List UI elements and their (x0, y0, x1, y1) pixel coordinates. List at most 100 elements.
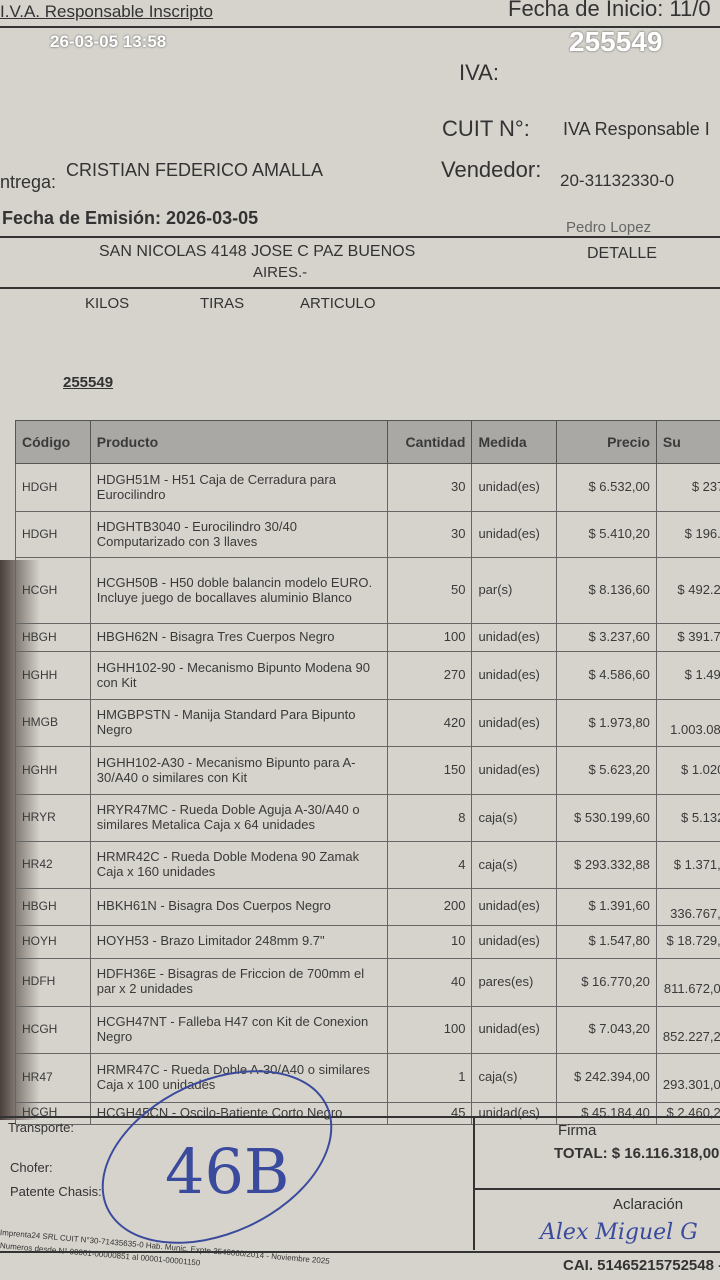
cell-cantidad: 420 (386, 699, 473, 747)
table-row: HDGH HDGHTB3040 - Eurocilindro 30/40 Comp… (15, 511, 720, 558)
cell-codigo: HDGH (15, 511, 91, 558)
patente-label: Patente Chasis: (10, 1184, 102, 1199)
table-header: Código Producto Cantidad Medida Precio S… (15, 420, 720, 464)
cell-medida: caja(s) (471, 794, 558, 842)
table-row: HCGH HCGH47NT - Falleba H47 con Kit de Co… (15, 1005, 720, 1054)
fecha-inicio: Fecha de Inicio: 11/0 (508, 0, 711, 21)
cell-cantidad: 10 (386, 924, 473, 959)
cell-subtotal: $ 18.729,8 (655, 924, 720, 959)
cell-precio: $ 1.973,80 (556, 699, 657, 747)
cell-precio: $ 5.623,20 (556, 746, 657, 795)
cell-precio: $ 8.136,60 (556, 557, 657, 624)
items-table: Código Producto Cantidad Medida Precio S… (15, 420, 720, 1125)
cell-codigo: HCGH (15, 1101, 91, 1125)
cell-producto: HBGH62N - Bisagra Tres Cuerpos Negro (89, 623, 388, 652)
table-row: HR47 HRMR47C - Rueda Doble A-30/A40 o sim… (15, 1052, 720, 1103)
table-row: HDFH HDFH36E - Bisagras de Friccion de 70… (15, 957, 720, 1007)
vendedor-label: Vendedor: (441, 157, 542, 182)
table-row: HCGH HCGH45CN - Oscilo-Batiente Corto Neg… (15, 1101, 720, 1125)
cell-precio: $ 7.043,20 (556, 1005, 657, 1054)
cell-cantidad: 4 (386, 841, 473, 889)
header-codigo: Código (15, 420, 91, 464)
cell-producto: HOYH53 - Brazo Limitador 248mm 9.7" (89, 924, 388, 959)
divider (0, 236, 720, 238)
iva-condition: I.V.A. Responsable Inscripto (0, 2, 213, 21)
cell-cantidad: 30 (386, 511, 473, 558)
cell-producto: HBKH61N - Bisagra Dos Cuerpos Negro (89, 888, 388, 926)
cell-subtotal: $ 1.003.088 (655, 699, 720, 747)
divider (0, 26, 720, 28)
cell-codigo: HR47 (15, 1052, 91, 1103)
header-medida: Medida (471, 420, 558, 464)
transporte-label: Transporte: (8, 1120, 74, 1135)
cell-cantidad: 40 (386, 957, 473, 1007)
cell-medida: par(s) (471, 557, 558, 624)
iva-label: IVA: (459, 60, 499, 85)
cell-producto: HDFH36E - Bisagras de Friccion de 700mm … (89, 957, 388, 1007)
table-row: HBGH HBKH61N - Bisagra Dos Cuerpos Negro 2… (15, 888, 720, 926)
table-row: HBGH HBGH62N - Bisagra Tres Cuerpos Negro… (15, 623, 720, 652)
cell-medida: caja(s) (471, 841, 558, 889)
divider (0, 1251, 720, 1253)
cell-subtotal: $ 196.3 (655, 511, 720, 558)
cell-producto: HGHH102-90 - Mecanismo Bipunto Modena 90… (89, 651, 388, 700)
cell-codigo: HRYR (15, 794, 91, 842)
table-row: HGHH HGHH102-A30 - Mecanismo Bipunto para… (15, 746, 720, 795)
cell-codigo: HGHH (15, 746, 91, 795)
cell-codigo: HCGH (15, 557, 91, 624)
cell-subtotal: $ 1.498 (655, 651, 720, 700)
table-row: HCGH HCGH50B - H50 doble balancin modelo … (15, 557, 720, 624)
cell-cantidad: 200 (386, 888, 473, 926)
divider (0, 1116, 720, 1118)
cell-producto: HRMR42C - Rueda Doble Modena 90 Zamak Ca… (89, 841, 388, 889)
table-row: HRYR HRYR47MC - Rueda Doble Aguja A-30/A4… (15, 794, 720, 842)
cell-cantidad: 30 (386, 463, 473, 512)
cell-codigo: HBGH (15, 623, 91, 652)
cell-medida: unidad(es) (471, 924, 558, 959)
cell-precio: $ 6.532,00 (556, 463, 657, 512)
cell-producto: HRYR47MC - Rueda Doble Aguja A-30/A40 o … (89, 794, 388, 842)
address-2: AIRES.- (253, 264, 308, 281)
cell-precio: $ 530.199,60 (556, 794, 657, 842)
cell-precio: $ 5.410,20 (556, 511, 657, 558)
cell-medida: caja(s) (471, 1052, 558, 1103)
cell-cantidad: 45 (386, 1101, 473, 1125)
cell-medida: unidad(es) (471, 623, 558, 652)
vendedor-cuit: 20-31132330-0 (560, 171, 675, 190)
chofer-label: Chofer: (10, 1160, 53, 1175)
handwritten-mark: 46B (165, 1135, 290, 1208)
cell-producto: HCGH50B - H50 doble balancin modelo EURO… (89, 557, 388, 624)
camera-timestamp: 26-03-05 13:58 (50, 32, 167, 51)
cell-cantidad: 1 (386, 1052, 473, 1103)
header-cantidad: Cantidad (386, 420, 473, 464)
aclaracion-label: Aclaración (613, 1196, 684, 1213)
cell-codigo: HOYH (15, 924, 91, 959)
cell-cantidad: 100 (386, 1005, 473, 1054)
cell-cantidad: 270 (386, 651, 473, 700)
col-tiras: TIRAS (200, 295, 245, 312)
cell-precio: $ 1.391,60 (556, 888, 657, 926)
cell-codigo: HDFH (15, 957, 91, 1007)
cell-medida: pares(es) (471, 957, 558, 1007)
cell-subtotal: $ 293.301,00 (655, 1052, 720, 1103)
table-row: HGHH HGHH102-90 - Mecanismo Bipunto Moden… (15, 651, 720, 700)
cell-codigo: HCGH (15, 1005, 91, 1054)
cell-precio: $ 16.770,20 (556, 957, 657, 1007)
firma-label: Firma (558, 1122, 597, 1139)
cell-producto: HCGH47NT - Falleba H47 con Kit de Conexi… (89, 1005, 388, 1054)
cell-subtotal: $ 852.227,20 (655, 1005, 720, 1054)
cell-cantidad: 150 (386, 746, 473, 795)
cell-codigo: HR42 (15, 841, 91, 889)
document-number: 255549 (63, 374, 114, 391)
fecha-emision: Fecha de Emisión: 2026-03-05 (2, 208, 259, 228)
cuit-label: CUIT N°: (442, 116, 530, 141)
cell-subtotal: $ 391.74 (655, 623, 720, 652)
cell-subtotal: $ 237. (655, 463, 720, 512)
divider (473, 1117, 475, 1250)
cell-medida: unidad(es) (471, 651, 558, 700)
iva-value: IVA Responsable I (563, 119, 710, 139)
cell-codigo: HMGB (15, 699, 91, 747)
total: TOTAL: $ 16.116.318,00 (554, 1145, 720, 1162)
cell-subtotal: $ 1.020, (655, 746, 720, 795)
cell-subtotal: $ 811.672,00 (655, 957, 720, 1007)
